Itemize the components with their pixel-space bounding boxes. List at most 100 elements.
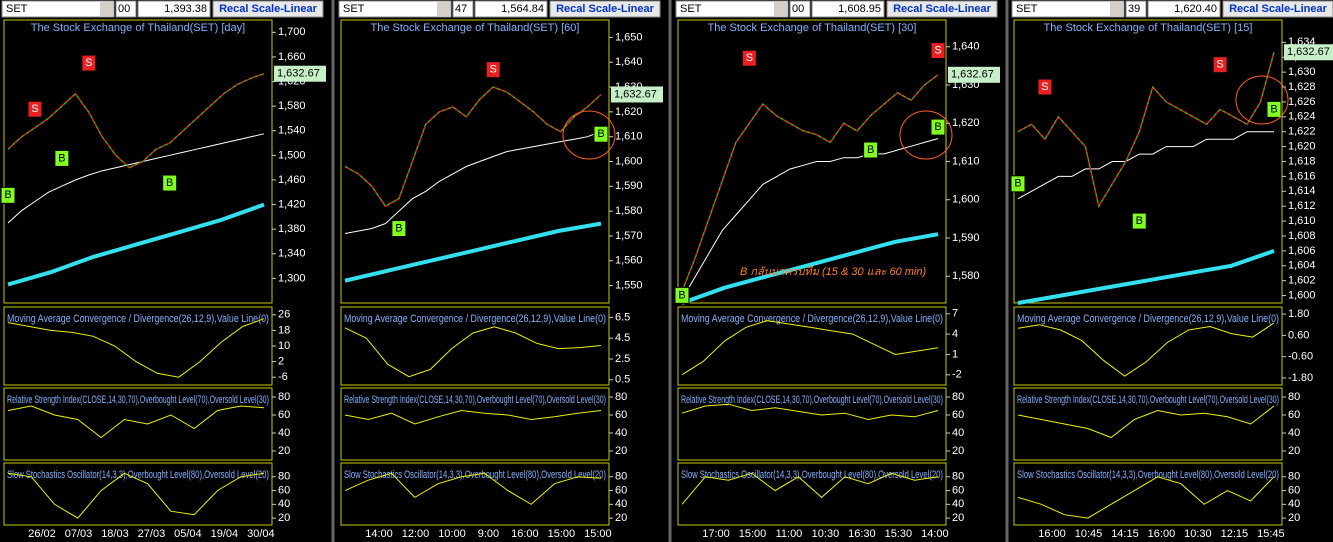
y-tick-label: 80	[952, 391, 964, 403]
x-tick-label: 27/03	[138, 528, 166, 540]
line-series	[7, 133, 265, 224]
signal-marker	[27, 100, 43, 118]
dropdown[interactable]	[774, 2, 787, 16]
line-series	[681, 320, 939, 376]
recal-button-label[interactable]: Recal Scale-Linear	[893, 3, 992, 15]
signal-marker	[0, 186, 16, 204]
y-tick-label: 1,590	[615, 180, 643, 192]
indicator-title: Slow Stochastics Oscillator(14,3,3),Over…	[1017, 469, 1279, 481]
field: 00	[118, 3, 130, 15]
dropdown[interactable]	[1110, 2, 1123, 16]
x-tick-label: 10:30	[1184, 528, 1212, 540]
pane-frame	[1013, 387, 1283, 461]
price-box	[1147, 0, 1221, 18]
chart-title: The Stock Exchange of Thailand(SET) [30]	[708, 22, 917, 34]
x-tick-label: 17:00	[702, 528, 730, 540]
x-tick-label: 15:00	[584, 528, 612, 540]
y-tick-label: 40	[615, 427, 627, 439]
y-tick-label: 40	[1288, 427, 1300, 439]
recal-button-label[interactable]: Recal Scale-Linear	[219, 3, 318, 15]
line-series	[7, 202, 265, 287]
signal-label: S	[31, 103, 38, 115]
signal-marker	[674, 286, 690, 304]
line-series	[7, 472, 265, 519]
y-tick-label: -2	[952, 369, 962, 381]
signal-label: S	[1216, 59, 1223, 71]
y-tick-label: 40	[952, 498, 964, 510]
recal-button[interactable]	[1222, 0, 1333, 18]
field: 39	[1128, 3, 1140, 15]
signal-label: S	[746, 52, 753, 64]
y-tick-label: 80	[278, 391, 290, 403]
highlight-circle	[899, 110, 953, 160]
recal-button[interactable]	[886, 0, 998, 18]
last-price-box	[1284, 44, 1333, 61]
y-tick-label: 1,610	[952, 155, 980, 167]
recal-button[interactable]	[549, 0, 661, 18]
pane-frame	[340, 462, 610, 526]
symbol-box[interactable]	[1, 0, 115, 18]
pane-frame	[3, 19, 273, 304]
line-series	[1017, 322, 1275, 377]
y-tick-label: 40	[952, 427, 964, 439]
signal-label: B	[58, 152, 65, 164]
signal-marker	[1037, 78, 1053, 96]
y-tick-label: 80	[1288, 471, 1300, 483]
y-tick-label: 1,620	[1288, 141, 1316, 153]
last-price-box	[274, 65, 326, 82]
symbol-box[interactable]	[1011, 0, 1125, 18]
dropdown[interactable]	[437, 2, 450, 16]
y-tick-label: 1,580	[615, 205, 643, 217]
x-tick-label: 14:00	[921, 528, 949, 540]
x-tick-label: 26/02	[28, 528, 56, 540]
y-tick-label: 1,602	[1288, 275, 1316, 287]
y-tick-label: 1,628	[1288, 81, 1316, 93]
signal-marker	[930, 42, 946, 60]
y-tick-label: 1,640	[952, 41, 980, 53]
symbol-box[interactable]	[338, 0, 452, 18]
signal-marker	[1010, 175, 1026, 193]
symbol: SET	[6, 3, 28, 15]
y-tick-label: 40	[278, 427, 290, 439]
dropdown[interactable]	[100, 2, 113, 16]
indicator-title: Relative Strength Index(CLOSE,14,30,70),…	[344, 394, 606, 406]
y-tick-label: 1,500	[278, 149, 306, 161]
indicator-title: Moving Average Convergence / Divergence(…	[7, 313, 269, 325]
y-tick-label: 1,600	[1288, 289, 1316, 301]
y-tick-label: 2.5	[615, 353, 630, 365]
y-tick-label: 80	[1288, 391, 1300, 403]
y-tick-label: 2	[278, 356, 284, 368]
y-tick-label: 7	[952, 308, 958, 320]
field-box	[1125, 0, 1147, 18]
x-tick-label: 15:30	[885, 528, 913, 540]
signal-label: S	[1041, 81, 1048, 93]
y-tick-label: 40	[1288, 498, 1300, 510]
y-tick-label: 26	[278, 309, 290, 321]
y-tick-label: 60	[1288, 484, 1300, 496]
y-tick-label: 1,580	[278, 100, 306, 112]
y-tick-label: -6	[278, 371, 288, 383]
x-tick-label: 30/04	[247, 528, 275, 540]
signal-marker	[81, 54, 97, 72]
y-tick-label: 1,622	[1288, 126, 1316, 138]
indicator-title: Relative Strength Index(CLOSE,14,30,70),…	[7, 394, 269, 406]
chart-title: The Stock Exchange of Thailand(SET) [60]	[371, 22, 580, 34]
y-tick-label: 1,460	[278, 174, 306, 186]
signal-marker	[54, 149, 70, 167]
recal-button-label[interactable]: Recal Scale-Linear	[1229, 3, 1328, 15]
y-tick-label: 20	[278, 512, 290, 524]
symbol-box[interactable]	[675, 0, 789, 18]
y-tick-label: 0.60	[1288, 329, 1309, 341]
highlight-circle	[562, 110, 616, 160]
price-box	[811, 0, 885, 18]
y-tick-label: 1,606	[1288, 245, 1316, 257]
signal-marker	[593, 125, 609, 143]
recal-button-label[interactable]: Recal Scale-Linear	[556, 3, 655, 15]
recal-button[interactable]	[212, 0, 324, 18]
price: 1,393.38	[164, 3, 207, 15]
y-tick-label: 1,600	[615, 155, 643, 167]
price: 1,620.40	[1174, 3, 1217, 15]
y-tick-label: 80	[615, 391, 627, 403]
y-tick-label: 20	[278, 445, 290, 457]
